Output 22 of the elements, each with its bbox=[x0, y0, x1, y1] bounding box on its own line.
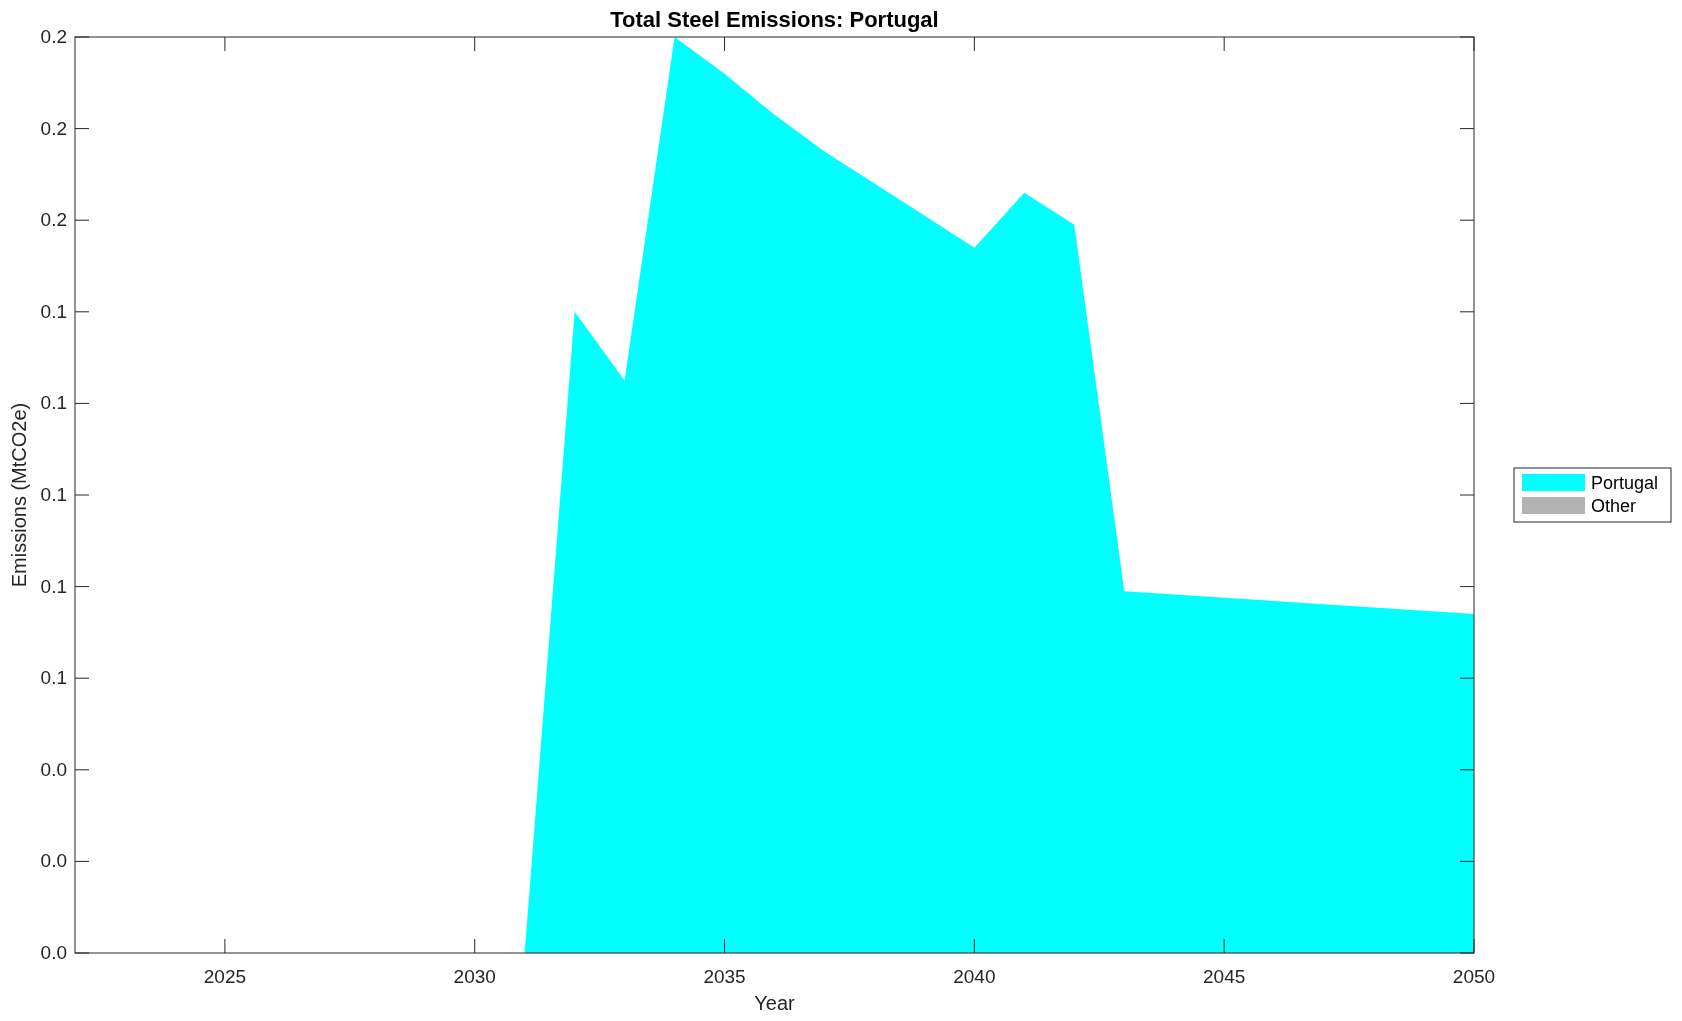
y-tick-label: 0.1 bbox=[40, 484, 67, 505]
legend-label: Portugal bbox=[1591, 473, 1659, 493]
y-tick-label: 0.0 bbox=[40, 758, 67, 780]
y-tick-label: 0.2 bbox=[40, 117, 67, 139]
y-tick-label: 0.1 bbox=[40, 575, 67, 597]
x-tick-label: 2030 bbox=[453, 966, 496, 987]
x-axis-title: Year bbox=[754, 992, 796, 1014]
x-tick-label: 2040 bbox=[953, 966, 996, 987]
x-tick-label: 2025 bbox=[203, 966, 247, 987]
x-tick-label: 2035 bbox=[703, 966, 746, 987]
y-tick-label: 0.2 bbox=[40, 209, 67, 231]
y-tick-label: 0.0 bbox=[40, 850, 67, 872]
y-tick-label: 0.2 bbox=[40, 26, 67, 47]
legend-label: Other bbox=[1591, 496, 1637, 516]
y-tick-label: 0.0 bbox=[40, 942, 67, 963]
y-axis-title: Emissions (MtCO2e) bbox=[8, 402, 30, 588]
y-tick-label: 0.1 bbox=[40, 392, 67, 414]
y-tick-label: 0.1 bbox=[40, 667, 67, 689]
x-tick-label: 2045 bbox=[1203, 966, 1246, 987]
chart-title: Total Steel Emissions: Portugal bbox=[610, 7, 939, 32]
y-tick-label: 0.1 bbox=[40, 300, 67, 322]
x-tick-label: 2050 bbox=[1452, 966, 1496, 987]
